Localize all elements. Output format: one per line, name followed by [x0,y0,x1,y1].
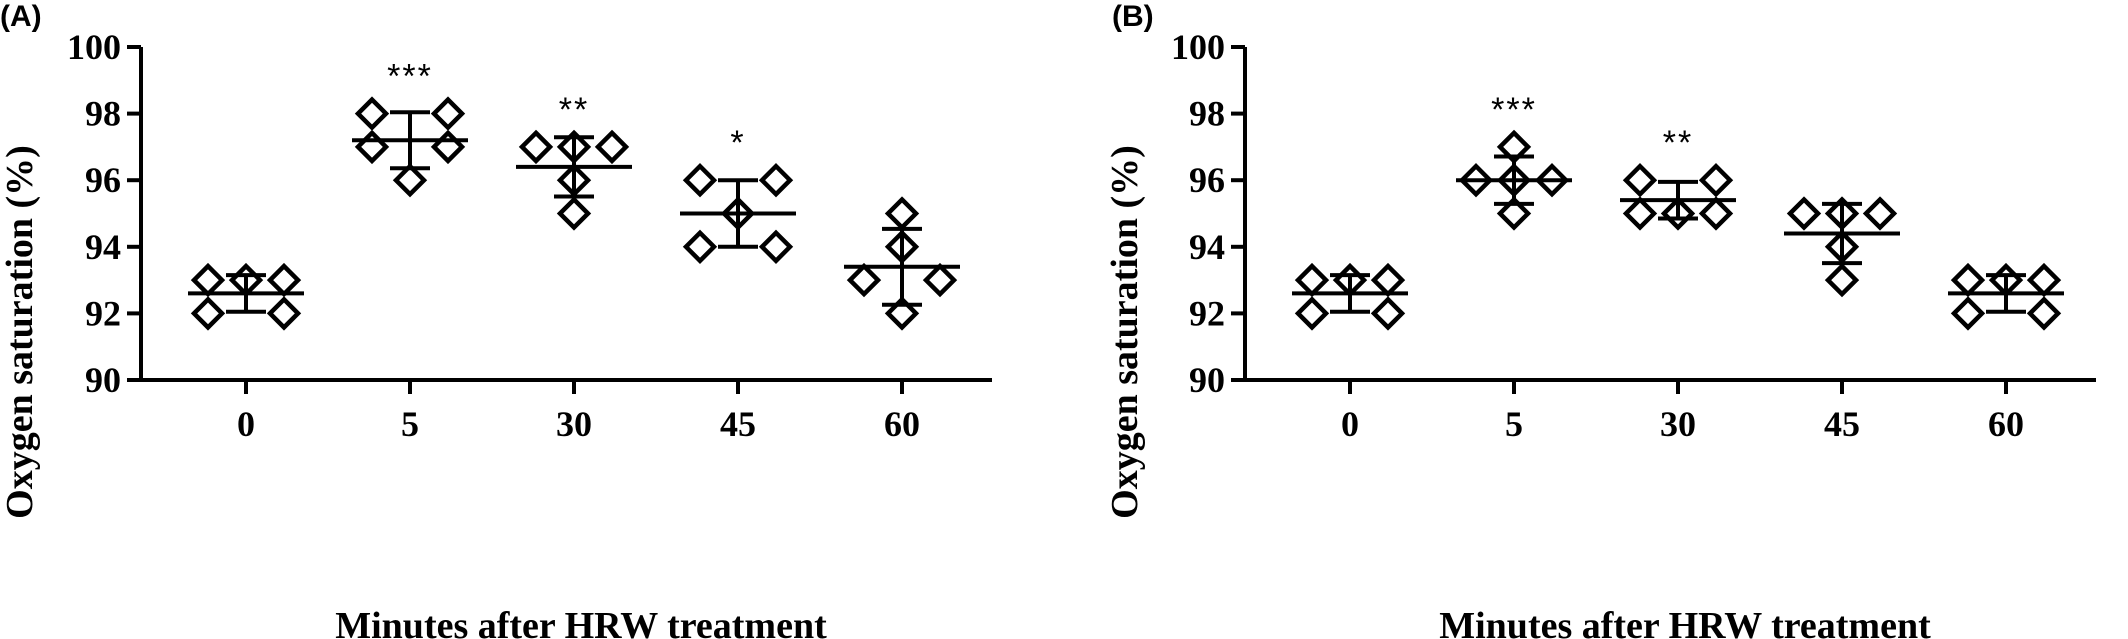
data-point-marker [392,163,428,198]
y-tick-label: 90 [1189,360,1225,400]
y-tick-label: 94 [85,227,121,267]
x-tick-label: 45 [1824,404,1860,444]
x-tick-label: 5 [401,404,419,444]
data-point-marker [758,163,794,198]
data-point-marker [2026,296,2062,331]
significance-label: ** [559,91,589,129]
panel-label: (A) [0,0,42,33]
data-point-marker [1370,262,1406,298]
data-point-marker [1862,196,1898,231]
data-point-marker [594,129,630,165]
x-tick-label: 60 [884,404,920,444]
data-point-marker [682,229,718,264]
data-point-marker [2026,262,2062,298]
data-point-marker [1950,262,1986,298]
x-tick-label: 60 [1988,404,2024,444]
data-point-marker [190,262,226,298]
significance-label: *** [387,58,433,96]
data-point-marker [430,96,466,131]
chart-panel-b: (B) Oxygen saturation (%) Minutes after … [1104,0,2096,639]
y-tick-label: 96 [1189,160,1225,200]
x-axis-title: Minutes after HRW treatment [1439,605,1931,639]
data-point-marker [1786,196,1822,231]
data-point-marker [1622,163,1658,198]
significance-label: *** [1491,91,1537,129]
data-point-marker [354,96,390,131]
data-point-marker [430,129,466,165]
data-point-marker [846,262,882,298]
data-point-marker [1698,196,1734,231]
data-point-marker [190,296,226,331]
y-tick-label: 92 [1189,293,1225,333]
x-tick-label: 30 [1660,404,1696,444]
data-point-marker [518,129,554,165]
y-tick-label: 94 [1189,227,1225,267]
data-point-marker [1294,262,1330,298]
data-point-marker [1824,262,1860,298]
data-point-marker [266,262,302,298]
chart-panel-a: (A) Oxygen saturation (%) Minutes after … [0,0,992,639]
x-tick-label: 30 [556,404,592,444]
y-tick-label: 96 [85,160,121,200]
data-point-marker [682,163,718,198]
significance-label: ** [1663,124,1693,162]
y-tick-label: 100 [1171,27,1225,67]
data-point-marker [1370,296,1406,331]
data-point-marker [1698,163,1734,198]
data-point-marker [556,196,592,231]
y-tick-label: 98 [1189,94,1225,134]
data-point-marker [884,196,920,231]
y-tick-label: 92 [85,293,121,333]
y-tick-label: 98 [85,94,121,134]
data-point-marker [1622,196,1658,231]
x-tick-label: 45 [720,404,756,444]
significance-label: * [730,124,745,162]
y-axis-title: Oxygen saturation (%) [1104,145,1146,519]
x-tick-label: 5 [1505,404,1523,444]
y-tick-label: 90 [85,360,121,400]
x-tick-label: 0 [1341,404,1359,444]
data-point-marker [922,262,958,298]
data-point-marker [1496,196,1532,231]
x-axis-title: Minutes after HRW treatment [335,605,827,639]
y-tick-label: 100 [67,27,121,67]
data-point-marker [354,129,390,165]
panel-label: (B) [1112,0,1154,33]
data-point-marker [1950,296,1986,331]
x-tick-label: 0 [237,404,255,444]
data-point-marker [1294,296,1330,331]
data-point-marker [266,296,302,331]
data-point-marker [758,229,794,264]
y-axis-title: Oxygen saturation (%) [0,145,41,519]
